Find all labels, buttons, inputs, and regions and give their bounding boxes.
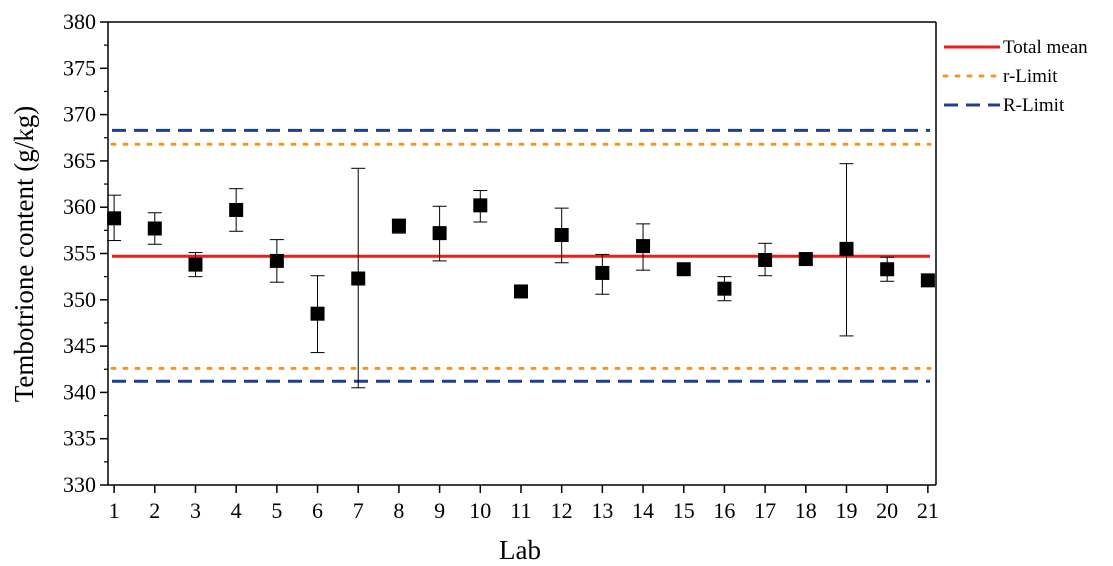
data-point-lab-15 bbox=[676, 262, 691, 277]
x-tick-label-10: 10 bbox=[469, 498, 491, 523]
data-point-lab-9 bbox=[432, 226, 447, 241]
y-tick-label-350: 350 bbox=[63, 287, 96, 312]
data-point-lab-12 bbox=[554, 227, 569, 242]
reference-lines bbox=[110, 128, 932, 383]
error-bars bbox=[107, 163, 895, 389]
x-tick-label-17: 17 bbox=[754, 498, 776, 523]
x-tick-label-5: 5 bbox=[271, 498, 282, 523]
data-point-lab-18 bbox=[798, 252, 813, 267]
data-point-lab-6 bbox=[310, 306, 325, 321]
x-tick-label-6: 6 bbox=[312, 498, 323, 523]
data-point-lab-16 bbox=[717, 281, 732, 296]
data-points bbox=[107, 198, 935, 321]
data-point-lab-17 bbox=[758, 252, 773, 267]
data-point-lab-5 bbox=[269, 253, 284, 268]
data-point-lab-3 bbox=[188, 257, 203, 272]
y-tick-label-335: 335 bbox=[63, 426, 96, 451]
x-tick-label-9: 9 bbox=[434, 498, 445, 523]
legend-label-total-mean: Total mean bbox=[1003, 37, 1088, 58]
data-point-lab-1 bbox=[107, 211, 122, 226]
data-point-lab-11 bbox=[513, 284, 528, 299]
x-tick-label-16: 16 bbox=[713, 498, 735, 523]
x-tick-label-20: 20 bbox=[876, 498, 898, 523]
data-point-lab-2 bbox=[147, 221, 162, 236]
y-tick-label-365: 365 bbox=[63, 148, 96, 173]
x-tick-label-15: 15 bbox=[673, 498, 695, 523]
legend-label-r-limit: R-Limit bbox=[1003, 95, 1065, 116]
y-tick-label-370: 370 bbox=[63, 102, 96, 127]
legend-label-r-limit: r-Limit bbox=[1003, 66, 1058, 87]
data-point-lab-14 bbox=[636, 239, 651, 254]
data-point-lab-10 bbox=[473, 198, 488, 213]
x-tick-label-21: 21 bbox=[917, 498, 939, 523]
y-tick-label-345: 345 bbox=[63, 333, 96, 358]
y-tick-label-360: 360 bbox=[63, 194, 96, 219]
data-point-lab-19 bbox=[839, 241, 854, 256]
x-tick-label-12: 12 bbox=[551, 498, 573, 523]
legend: Total mean r-Limit R-Limit bbox=[942, 37, 1088, 116]
y-tick-label-375: 375 bbox=[63, 55, 96, 80]
x-tick-label-1: 1 bbox=[109, 498, 120, 523]
data-point-lab-8 bbox=[391, 218, 406, 233]
y-tick-label-355: 355 bbox=[63, 241, 96, 266]
data-point-lab-21 bbox=[920, 273, 935, 288]
x-tick-label-7: 7 bbox=[353, 498, 364, 523]
x-tick-label-2: 2 bbox=[149, 498, 160, 523]
data-point-lab-7 bbox=[351, 271, 366, 286]
data-point-lab-13 bbox=[595, 265, 610, 280]
x-tick-label-14: 14 bbox=[632, 498, 654, 523]
x-tick-label-3: 3 bbox=[190, 498, 201, 523]
x-tick-label-8: 8 bbox=[393, 498, 404, 523]
x-tick-label-4: 4 bbox=[231, 498, 242, 523]
y-axis-title: Tembotrione content (g/kg) bbox=[9, 106, 39, 403]
x-tick-label-18: 18 bbox=[795, 498, 817, 523]
data-point-lab-20 bbox=[880, 262, 895, 277]
x-axis-title: Lab bbox=[499, 535, 541, 565]
y-tick-label-330: 330 bbox=[63, 472, 96, 497]
data-point-lab-4 bbox=[229, 202, 244, 217]
y-tick-label-340: 340 bbox=[63, 379, 96, 404]
x-tick-label-19: 19 bbox=[835, 498, 857, 523]
y-tick-label-380: 380 bbox=[63, 9, 96, 34]
x-tick-label-11: 11 bbox=[510, 498, 531, 523]
axes bbox=[100, 21, 937, 493]
x-tick-label-13: 13 bbox=[591, 498, 613, 523]
